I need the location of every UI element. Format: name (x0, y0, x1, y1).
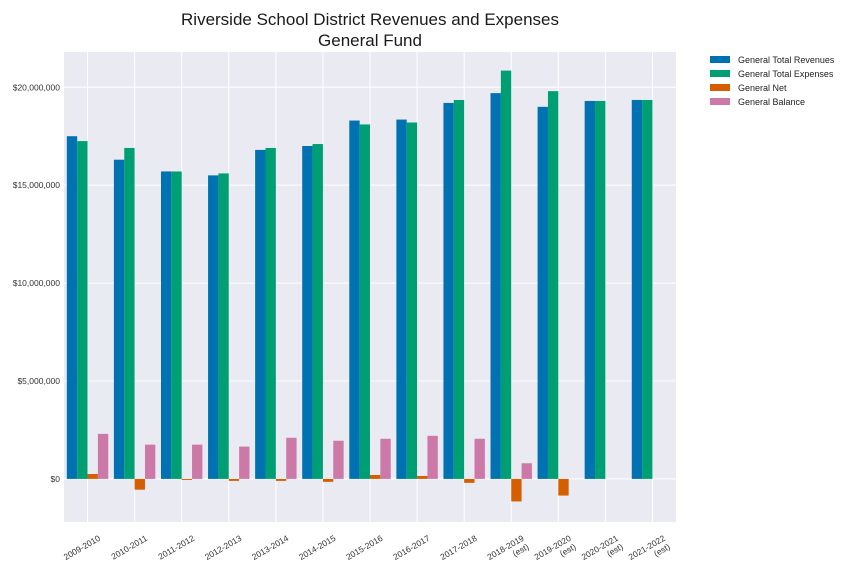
y-tick-label: $20,000,000 (13, 82, 61, 92)
bar (312, 144, 323, 479)
bar (558, 478, 569, 496)
bar (370, 475, 381, 479)
bar (239, 446, 250, 479)
bar (302, 146, 313, 479)
bar (490, 93, 501, 479)
bar (275, 478, 287, 481)
bar (380, 438, 391, 479)
x-tick-label: 2010-2011 (109, 533, 149, 562)
bar (66, 136, 78, 479)
legend-label: General Total Revenues (738, 55, 835, 65)
bar (144, 444, 156, 479)
bar (208, 175, 219, 479)
bar (474, 438, 485, 479)
bar (228, 478, 240, 481)
bar (349, 120, 360, 479)
x-tick-label: 2012-2013 (203, 533, 243, 562)
bar (500, 70, 512, 479)
bar (417, 475, 428, 479)
bar (171, 171, 182, 479)
bar (511, 478, 522, 502)
chart-title: Riverside School District Revenues and E… (181, 10, 559, 29)
x-tick-label: 2009-2010 (62, 533, 102, 562)
y-tick-label: $15,000,000 (13, 180, 61, 190)
legend-label: General Net (738, 83, 787, 93)
bar (77, 141, 88, 479)
x-tick-label: 2013-2014 (250, 533, 290, 562)
bar (218, 173, 229, 479)
bar (521, 463, 532, 479)
x-axis-ticks: 2009-2010 2010-2011 2011-2012 2012-2013 2013… (62, 533, 672, 571)
legend-label: General Total Expenses (738, 69, 834, 79)
bar (537, 106, 548, 479)
bar (642, 99, 653, 479)
bar (584, 100, 596, 479)
bar (427, 435, 438, 479)
bar (464, 478, 475, 483)
bar (113, 159, 125, 479)
bar (265, 147, 276, 479)
bar (333, 440, 344, 479)
bar (406, 122, 418, 479)
x-tick-label: 2021-2022(est) (627, 533, 672, 571)
chart-subtitle: General Fund (318, 31, 422, 50)
y-tick-label: $5,000,000 (17, 376, 60, 386)
bar (547, 91, 559, 479)
bar (359, 124, 370, 479)
x-tick-label: 2011-2012 (156, 533, 196, 562)
bar (124, 147, 135, 479)
bar (286, 437, 297, 479)
y-tick-label: $0 (51, 474, 61, 484)
x-tick-label: 2017-2018 (438, 533, 478, 562)
bar (134, 478, 145, 490)
bar (453, 99, 465, 479)
legend-swatch (710, 98, 730, 105)
bar (255, 149, 266, 479)
bar (443, 102, 454, 479)
bar (322, 478, 334, 482)
bar (97, 433, 109, 479)
bar (631, 99, 643, 479)
legend-swatch (710, 70, 730, 77)
y-tick-label: $10,000,000 (13, 278, 61, 288)
x-tick-label: 2015-2016 (344, 533, 384, 562)
legend-label: General Balance (738, 97, 805, 107)
x-tick-label: 2016-2017 (391, 533, 431, 562)
legend-swatch (710, 84, 730, 91)
x-tick-label: 2019-2020(est) (532, 533, 577, 571)
legend: General Total Revenues General Total Expe… (710, 55, 835, 107)
bar (87, 474, 98, 479)
bar (192, 444, 203, 479)
legend-swatch (710, 56, 730, 63)
x-tick-label: 2018-2019(est) (485, 533, 530, 571)
x-tick-label: 2020-2021(est) (580, 533, 625, 571)
bars (66, 70, 653, 502)
bar (181, 478, 193, 480)
bar (396, 119, 407, 479)
bar (160, 171, 172, 479)
y-axis-ticks: $0 $5,000,000 $10,000,000 $15,000,000 $20,00… (13, 82, 61, 484)
bar (595, 100, 606, 479)
x-tick-label: 2014-2015 (297, 533, 337, 562)
